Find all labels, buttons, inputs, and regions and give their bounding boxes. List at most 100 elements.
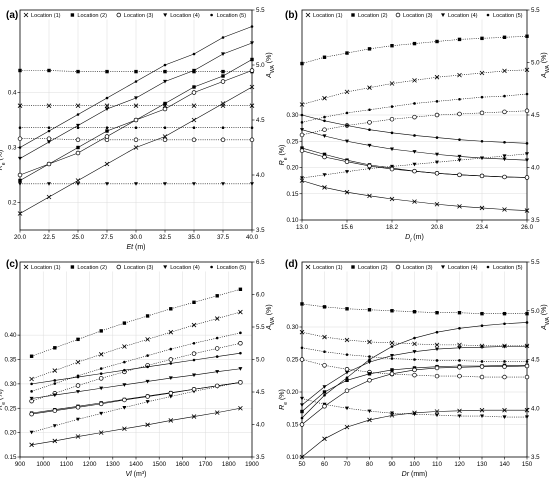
awa-point-location-2 xyxy=(300,61,304,66)
left-tick-label: 0.25 xyxy=(286,357,299,364)
x-axis-label: Vl (m³) xyxy=(125,471,146,478)
awa-point-location-3 xyxy=(98,376,104,381)
re-point-location-4 xyxy=(457,346,462,350)
awa-point-location-1 xyxy=(299,329,305,335)
x-tick-label: 1800 xyxy=(222,461,236,468)
re-point-location-4 xyxy=(76,390,80,394)
re-point-location-2 xyxy=(390,368,394,372)
awa-point-location-4 xyxy=(367,409,372,414)
legend-label-location-5: Location (5) xyxy=(217,13,247,19)
x-tick-label: 1700 xyxy=(199,461,213,468)
re-point-location-3 xyxy=(322,154,327,160)
legend-marker-location-1 xyxy=(305,264,311,270)
left-tick-label: 0.15 xyxy=(286,191,299,198)
left-tick-label: 0.10 xyxy=(286,454,299,461)
awa-point-location-4 xyxy=(18,182,22,186)
awa-point-location-5 xyxy=(221,126,225,129)
awa-point-location-1 xyxy=(145,337,150,342)
left-tick-label: 0.25 xyxy=(286,138,299,145)
awa-point-location-5 xyxy=(30,390,33,393)
re-point-location-4 xyxy=(221,52,225,56)
re-point-location-1 xyxy=(322,185,327,190)
awa-point-location-4 xyxy=(502,415,507,420)
right-axis-label: AWA (%) xyxy=(541,304,550,330)
re-line-location-1 xyxy=(31,407,241,446)
re-point-location-5 xyxy=(215,355,219,358)
awa-line-location-5 xyxy=(301,93,528,123)
awa-point-location-4 xyxy=(390,411,394,416)
left-axis-label: Re (%) xyxy=(279,389,289,410)
x-axis-label: Dl (m) xyxy=(405,234,424,244)
left-tick-label: 0.2 xyxy=(8,200,17,207)
re-point-location-1 xyxy=(434,409,440,414)
re-point-location-3 xyxy=(52,408,58,413)
re-point-location-4 xyxy=(122,383,127,387)
re-point-location-4 xyxy=(300,403,304,407)
awa-point-location-4 xyxy=(122,406,127,410)
chart-panel-d: 50 60 70 80 90 100 110 120 130 140 150 0.10 0.15 0.20… xyxy=(279,259,550,478)
awa-point-location-2 xyxy=(134,69,138,74)
legend-label-location-1: Location (1) xyxy=(313,13,343,19)
awa-point-location-3 xyxy=(299,357,305,362)
awa-point-location-1 xyxy=(238,309,243,315)
re-point-location-4 xyxy=(238,367,243,371)
right-tick-label: 4.0 xyxy=(256,422,265,429)
left-axis-label-sub: e xyxy=(283,157,289,160)
right-tick-label: 3.5 xyxy=(256,454,265,461)
awa-point-location-5 xyxy=(105,126,109,129)
x-axis-label-main: Dr xyxy=(402,471,410,478)
left-tick-label: 0.40 xyxy=(4,332,17,339)
re-point-location-4 xyxy=(525,344,529,349)
awa-point-location-1 xyxy=(457,72,462,78)
re-point-location-2 xyxy=(105,129,109,133)
left-axis-label: Re (%) xyxy=(279,145,289,166)
awa-point-location-2 xyxy=(322,55,327,59)
legend-label-location-2: Location (2) xyxy=(358,265,388,271)
re-point-location-3 xyxy=(322,404,327,409)
legend: Location (1) Location (2) Location (3) Loca… xyxy=(302,262,527,272)
awa-point-location-2 xyxy=(457,37,462,42)
awa-point-location-3 xyxy=(389,116,395,122)
awa-point-location-1 xyxy=(133,103,139,108)
awa-point-location-1 xyxy=(75,103,81,108)
re-point-location-5 xyxy=(192,358,196,362)
x-tick-label: 32.5 xyxy=(159,234,172,241)
awa-point-location-5 xyxy=(18,126,22,129)
re-point-location-5 xyxy=(323,119,326,123)
re-point-location-1 xyxy=(220,101,226,106)
panel-label: (d) xyxy=(285,259,298,270)
re-point-location-5 xyxy=(47,129,51,133)
x-axis-label: Et (m) xyxy=(126,244,145,251)
awa-point-location-2 xyxy=(145,314,150,318)
awa-point-location-3 xyxy=(344,367,350,372)
awa-point-location-1 xyxy=(389,340,395,346)
re-point-location-1 xyxy=(75,178,81,183)
right-tick-label: 5.0 xyxy=(531,60,540,67)
panel-label: (b) xyxy=(285,10,298,21)
awa-point-location-4 xyxy=(29,430,34,435)
awa-point-location-5 xyxy=(525,360,529,363)
awa-line-location-1 xyxy=(301,69,528,105)
right-axis-label: AWA (%) xyxy=(266,52,276,78)
legend-marker-location-4 xyxy=(441,265,445,269)
re-point-location-3 xyxy=(389,371,395,377)
x-tick-label: 110 xyxy=(432,461,442,468)
awa-point-location-1 xyxy=(98,352,104,357)
re-point-location-1 xyxy=(191,117,197,123)
legend-label-location-3: Location (3) xyxy=(124,265,154,271)
re-point-location-1 xyxy=(191,414,197,419)
right-tick-label: 5.0 xyxy=(256,62,265,69)
awa-point-location-5 xyxy=(99,367,103,370)
re-point-location-1 xyxy=(249,84,255,90)
right-axis-label-sub: WA xyxy=(270,64,276,73)
legend-marker-location-2 xyxy=(351,265,355,269)
x-tick-label: 35.0 xyxy=(188,234,201,241)
x-tick-label: 80 xyxy=(366,461,373,468)
re-point-location-4 xyxy=(134,96,138,100)
awa-point-location-5 xyxy=(76,126,80,129)
awa-point-location-3 xyxy=(367,120,372,125)
re-point-location-5 xyxy=(480,324,484,328)
x-axis-label-unit: (m³) xyxy=(132,471,147,478)
awa-point-location-5 xyxy=(163,126,167,129)
re-point-location-3 xyxy=(133,117,139,123)
